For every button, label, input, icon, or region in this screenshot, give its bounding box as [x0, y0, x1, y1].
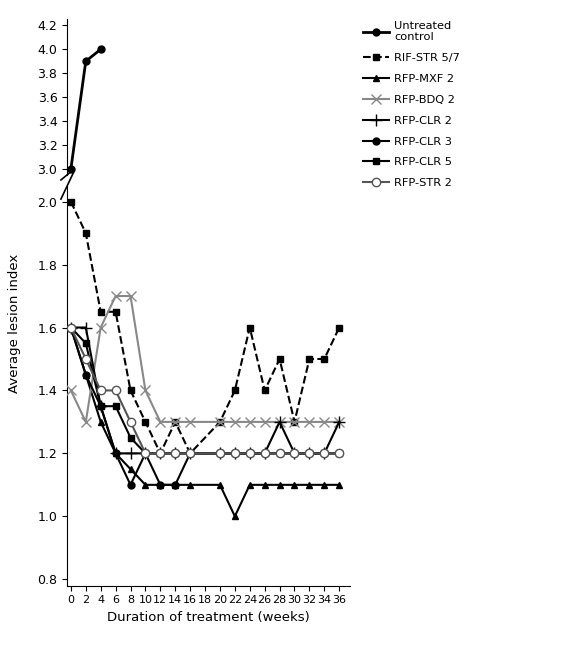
- X-axis label: Duration of treatment (weeks): Duration of treatment (weeks): [107, 611, 310, 624]
- Legend: Untreated
control, RIF-STR 5/7, RFP-MXF 2, RFP-BDQ 2, RFP-CLR 2, RFP-CLR 3, RFP-: Untreated control, RIF-STR 5/7, RFP-MXF …: [359, 16, 465, 193]
- Text: Average lesion index: Average lesion index: [8, 254, 21, 393]
